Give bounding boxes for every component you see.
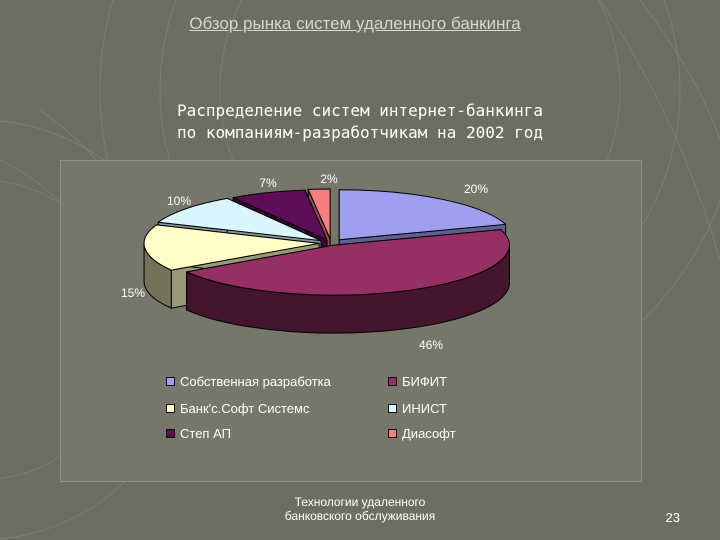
legend-item-bifit: БИФИТ <box>388 374 447 389</box>
chart-title-line-2: по компаниям-разработчикам на 2002 год <box>176 123 544 142</box>
page-number: 23 <box>665 510 680 525</box>
pie-data-label: 2% <box>320 172 338 186</box>
pie-data-label: 7% <box>259 176 277 190</box>
legend-swatch <box>166 377 175 386</box>
slide-footer: Технологии удаленного банковского обслуж… <box>240 495 480 523</box>
legend-label: Собственная разработка <box>180 374 331 389</box>
pie-slice <box>186 229 510 334</box>
legend-item-step-ap: Степ АП <box>166 426 231 441</box>
pie-data-label: 20% <box>464 182 488 196</box>
legend-swatch <box>388 377 397 386</box>
legend-item-diasoft: Диасофт <box>388 426 456 441</box>
footer-line-2: банковского обслуживания <box>284 509 436 523</box>
pie-data-label: 15% <box>121 286 145 300</box>
pie-chart: 20% 46% 15% 10% 7% 2% <box>121 172 510 352</box>
footer-line-1: Технологии удаленного <box>294 495 426 509</box>
legend-item-own-development: Собственная разработка <box>166 374 331 389</box>
legend-item-banks-soft: Банк'с.Софт Системс <box>166 401 309 416</box>
chart-title: Распределение систем интернет-банкинга п… <box>0 100 720 144</box>
chart-legend: Собственная разработка БИФИТ Банк'с.Софт… <box>61 161 641 481</box>
legend-label: Степ АП <box>180 426 231 441</box>
legend-swatch <box>166 404 175 413</box>
legend-swatch <box>388 429 397 438</box>
legend-swatch <box>166 429 175 438</box>
pie-data-label: 46% <box>419 338 443 352</box>
chart-panel: 20% 46% 15% 10% 7% 2% Собственная разработка … <box>60 160 642 482</box>
slide-header: Обзор рынка систем удаленного банкинга <box>189 14 521 33</box>
legend-label: ИНИСТ <box>402 401 447 416</box>
legend-swatch <box>388 404 397 413</box>
chart-title-line-1: Распределение систем интернет-банкинга <box>176 101 544 120</box>
pie-data-label: 10% <box>167 194 191 208</box>
legend-label: Диасофт <box>402 426 456 441</box>
legend-label: БИФИТ <box>402 374 448 389</box>
legend-label: Банк'с.Софт Системс <box>180 401 310 416</box>
legend-item-inist: ИНИСТ <box>388 401 447 416</box>
